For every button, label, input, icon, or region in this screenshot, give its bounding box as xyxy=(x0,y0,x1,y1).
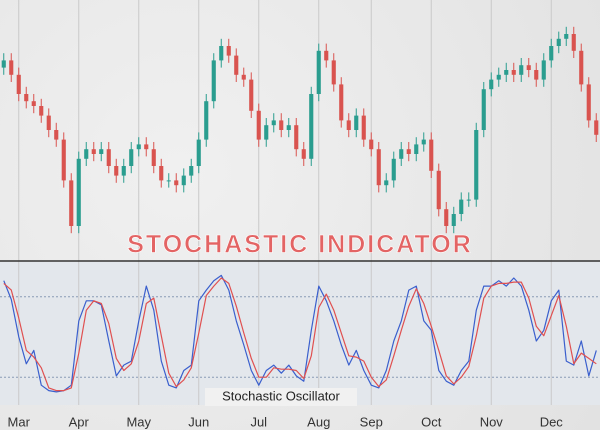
candle-body xyxy=(234,55,239,75)
x-tick-label: Mar xyxy=(8,414,31,429)
candle-body xyxy=(556,38,561,46)
candle-body xyxy=(466,199,471,201)
candle-body xyxy=(84,149,89,159)
candle-body xyxy=(429,139,434,171)
candle-body xyxy=(211,60,216,102)
candle-body xyxy=(511,70,516,75)
candle-body xyxy=(504,70,509,75)
candle-body xyxy=(91,149,96,154)
candle-body xyxy=(249,79,254,111)
candle-body xyxy=(69,180,74,226)
candle-body xyxy=(121,166,126,176)
candle-body xyxy=(354,115,359,130)
candle-body xyxy=(76,158,81,226)
candle-body xyxy=(346,120,351,130)
candle-body xyxy=(316,50,321,94)
x-tick-label: Apr xyxy=(69,414,90,429)
candle-body xyxy=(196,139,201,166)
candle-body xyxy=(54,130,59,140)
candle-body xyxy=(549,46,554,61)
candle-body xyxy=(31,101,36,106)
candle-body xyxy=(99,149,104,154)
candle-body xyxy=(436,170,441,210)
candle-body xyxy=(481,89,486,130)
oscillator-panel xyxy=(0,262,600,405)
candle-body xyxy=(384,180,389,186)
candle-body xyxy=(534,70,539,80)
candle-body xyxy=(39,106,44,116)
candle-body xyxy=(159,166,164,181)
candle-body xyxy=(339,84,344,121)
x-tick-label: Dec xyxy=(540,414,564,429)
candle-body xyxy=(226,46,231,56)
candle-body xyxy=(309,94,314,159)
candle-body xyxy=(189,166,194,176)
candle-body xyxy=(294,125,299,150)
oscillator-title: Stochastic Oscillator xyxy=(222,388,340,403)
candle-body xyxy=(286,125,291,130)
candle-body xyxy=(324,50,329,61)
candle-body xyxy=(144,144,149,150)
candle-body xyxy=(9,60,14,75)
candle-body xyxy=(166,180,171,182)
candle-body xyxy=(414,144,419,154)
candle-body xyxy=(136,144,141,150)
candle-body xyxy=(61,139,66,181)
candle-body xyxy=(271,120,276,126)
candle-body xyxy=(369,139,374,150)
x-tick-label: Aug xyxy=(307,414,330,429)
candle-body xyxy=(24,94,29,102)
x-tick-label: Jul xyxy=(250,414,267,429)
x-tick-label: Sep xyxy=(360,414,383,429)
candle-body xyxy=(406,149,411,154)
candle-body xyxy=(579,50,584,85)
candle-body xyxy=(586,84,591,121)
candle-body xyxy=(181,175,186,186)
candle-body xyxy=(376,149,381,186)
candle-body xyxy=(114,166,119,176)
x-tick-label: May xyxy=(126,414,151,429)
candle-body xyxy=(391,158,396,181)
x-tick-label: Nov xyxy=(480,414,504,429)
candle-body xyxy=(444,209,449,226)
candle-body xyxy=(421,139,426,145)
candle-body xyxy=(264,125,269,140)
candle-body xyxy=(204,101,209,140)
candle-body xyxy=(594,120,599,135)
candle-body xyxy=(451,214,456,226)
candle-body xyxy=(571,34,576,51)
candle-body xyxy=(564,34,569,39)
candle-body xyxy=(526,65,531,70)
candle-body xyxy=(1,60,6,68)
candle-body xyxy=(241,74,246,80)
x-tick-label: Oct xyxy=(421,414,442,429)
oscillator-line xyxy=(3,274,597,393)
candle-body xyxy=(301,149,306,159)
candle-body xyxy=(106,149,111,166)
x-tick-label: Jun xyxy=(188,414,209,429)
oscillator-line xyxy=(3,277,597,392)
candle-body xyxy=(399,149,404,159)
candle-body xyxy=(474,130,479,200)
label-background xyxy=(205,388,357,406)
candle-body xyxy=(174,180,179,186)
candle-body xyxy=(16,74,21,94)
candle-body xyxy=(129,149,134,166)
candle-body xyxy=(219,46,224,61)
candle-body xyxy=(541,60,546,80)
chart-title: STOCHASTIC INDICATOR xyxy=(127,231,473,259)
candle-body xyxy=(489,79,494,90)
candle-body xyxy=(151,149,156,166)
candle-body xyxy=(361,115,366,140)
candle-body xyxy=(331,60,336,85)
candle-body xyxy=(496,74,501,80)
candle-body xyxy=(256,110,261,140)
candle-body xyxy=(459,199,464,214)
candle-body xyxy=(519,65,524,75)
candle-body xyxy=(46,115,51,130)
candle-body xyxy=(279,120,284,130)
